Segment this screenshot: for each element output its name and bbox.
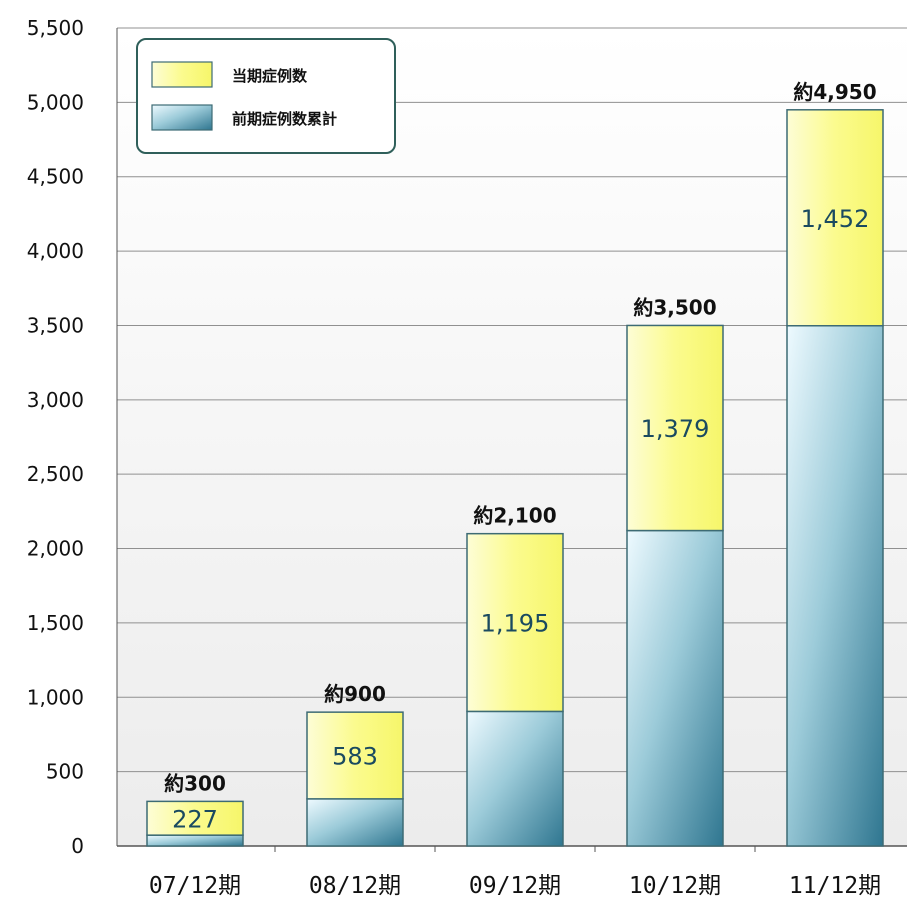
y-tick-label: 1,500 xyxy=(27,611,84,635)
x-tick-label: 07/12期 xyxy=(149,873,241,897)
bar-current xyxy=(786,109,884,327)
segment-value-label: 1,452 xyxy=(801,205,870,233)
total-label: 約4,950 xyxy=(793,80,876,104)
bar-cumulative xyxy=(466,710,564,847)
x-tick-label: 11/12期 xyxy=(789,873,881,897)
legend-label: 当期症例数 xyxy=(232,67,308,85)
y-tick-label: 4,500 xyxy=(27,165,84,189)
y-tick-label: 3,500 xyxy=(27,313,84,337)
y-tick-label: 3,000 xyxy=(27,388,84,412)
bar-current xyxy=(626,324,724,532)
legend-swatch xyxy=(151,61,213,88)
bar-cumulative xyxy=(626,529,724,847)
legend-label: 前期症例数累計 xyxy=(232,110,337,128)
legend-box xyxy=(136,38,396,154)
y-tick-label: 5,500 xyxy=(27,16,84,40)
y-tick-label: 4,000 xyxy=(27,239,84,263)
x-tick-label: 10/12期 xyxy=(629,873,721,897)
bar-current xyxy=(146,800,244,836)
x-tick-label: 08/12期 xyxy=(309,873,401,897)
total-label: 約300 xyxy=(164,771,226,795)
bar-current xyxy=(306,711,404,800)
total-label: 約900 xyxy=(324,682,386,706)
y-tick-label: 0 xyxy=(71,834,84,858)
y-tick-label: 5,000 xyxy=(27,90,84,114)
bar-cumulative xyxy=(146,834,244,847)
data-labels: 227 約300 583 約900 1,195 約2,100 1,379 約3,500 1,45… xyxy=(164,80,877,833)
bars xyxy=(146,109,884,847)
total-label: 約2,100 xyxy=(473,504,556,528)
bar-cumulative xyxy=(306,798,404,847)
x-axis: 07/12期 08/12期 09/12期 10/12期 11/12期 xyxy=(117,845,907,897)
x-tick-label: 09/12期 xyxy=(469,873,561,897)
y-axis: 0 500 1,000 1,500 2,000 2,500 3,000 3,500 4,000 4… xyxy=(27,16,118,858)
y-tick-label: 1,000 xyxy=(27,685,84,709)
total-label: 約3,500 xyxy=(633,295,716,319)
legend-swatch xyxy=(151,104,213,131)
segment-value-label: 227 xyxy=(172,805,218,833)
y-tick-label: 500 xyxy=(46,760,84,784)
segment-value-label: 1,195 xyxy=(481,610,550,638)
segment-value-label: 583 xyxy=(332,742,378,770)
bar-current xyxy=(466,532,564,713)
segment-value-label: 1,379 xyxy=(641,415,710,443)
y-tick-label: 2,500 xyxy=(27,462,84,486)
bar-cumulative xyxy=(786,325,884,847)
y-tick-label: 2,000 xyxy=(27,537,84,561)
